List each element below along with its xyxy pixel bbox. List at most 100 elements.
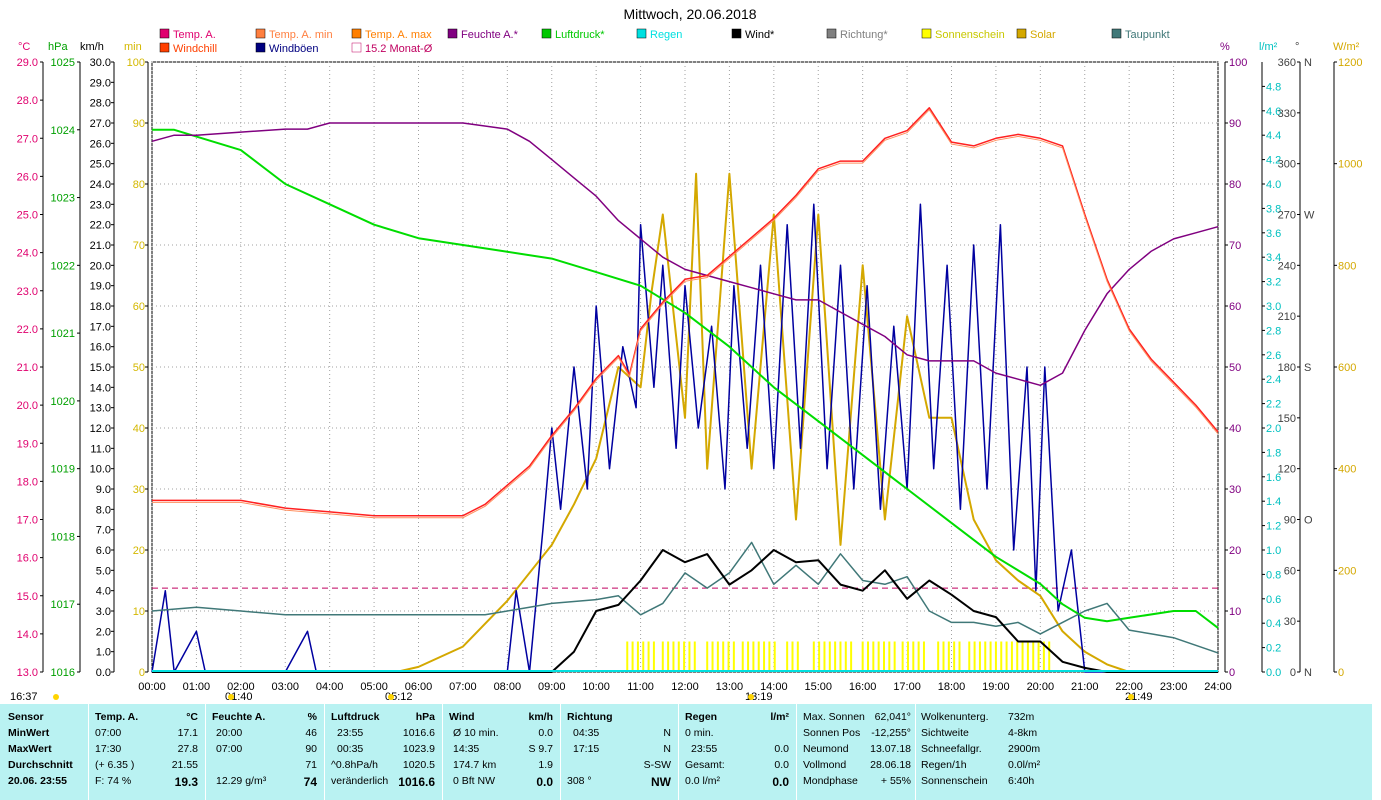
y-tick-label: 18.0 (17, 476, 38, 488)
stats-sun-value: + 55% (880, 775, 911, 787)
y-tick-label: 2.6 (1266, 350, 1281, 362)
legend-swatch (255, 42, 266, 53)
y-tick-label: 4.0 (96, 586, 111, 598)
y-tick-label: 1.0 (96, 647, 111, 659)
series-line-temp-min (152, 109, 1219, 519)
stats-sun-label: Vollmond (803, 759, 847, 771)
legend-label: Wind* (745, 29, 775, 41)
y-tick-label: 10.0 (90, 464, 111, 476)
stats-humidity-header: Feuchte A. (212, 711, 266, 723)
direction-compass-label: S (1304, 362, 1311, 374)
y-tick-label: 40 (1229, 423, 1241, 435)
y-tick-label: 10 (133, 606, 145, 618)
y-tick-label: 6.0 (96, 545, 111, 557)
y-tick-label: 270 (1278, 210, 1296, 222)
stats-misc-col: Wolkenunterg. 732m Sichtweite 4-8km Schn… (916, 704, 1040, 800)
y-tick-label: 14.0 (17, 629, 38, 641)
statistics-panel: Sensor MinWert MaxWert Durchschnitt 20.0… (0, 704, 1372, 800)
legend-label: Solar (1030, 29, 1056, 41)
y-tick-label: 3.8 (1266, 203, 1281, 215)
y-tick-label: 26.0 (17, 171, 38, 183)
stats-direction-current: NW (651, 775, 671, 789)
y-tick-label: 4.6 (1266, 106, 1281, 118)
stats-sun-col: Max. Sonnen 62,041° Sonnen Pos -12,255° … (797, 704, 915, 800)
stats-wind-header: Wind (449, 711, 475, 723)
stats-pressure-value: 1020.5 (402, 759, 435, 771)
stats-rain-value: 0.0 (774, 743, 789, 755)
y-tick-label: 1025 (51, 57, 75, 69)
legend-swatch (826, 28, 837, 39)
y-tick-label: 0.0 (96, 667, 111, 679)
y-tick-label: 1021 (51, 328, 75, 340)
plot-area (151, 107, 1219, 673)
stats-misc-label: Sonnenschein (921, 775, 988, 787)
y-tick-label: 0 (1290, 667, 1296, 679)
stats-misc-value: 732m (1008, 711, 1035, 723)
x-tick-label: 04:00 (316, 681, 344, 693)
stats-wind-col: Wind km/h Ø 10 min. 0.0 14:35 S 9.7 174.… (443, 704, 559, 800)
legend-label: Feuchte A.* (461, 29, 519, 41)
y-tick-label: 180 (1278, 362, 1296, 374)
x-tick-label: 01:00 (183, 681, 211, 693)
x-tick-label: 03:00 (271, 681, 299, 693)
series-line-feuchte-a- (151, 122, 1219, 387)
direction-compass-label: N (1304, 57, 1312, 69)
legend-swatch (351, 28, 362, 39)
legend-swatch (159, 28, 170, 39)
stats-temp-time: 07:00 (95, 727, 122, 739)
sun-marker-label: 16:37 (10, 691, 38, 703)
stats-wind-unit: km/h (528, 711, 553, 723)
sun-marker-label: 05:12 (385, 691, 413, 703)
y-tick-label: 90 (1229, 118, 1241, 130)
y-tick-label: 5.0 (96, 565, 111, 577)
stats-sun-label: Mondphase (803, 775, 858, 787)
sun-marker-icon (748, 694, 754, 700)
stats-pressure-forecast: veränderlich (331, 775, 389, 787)
y-tick-label: 17.0 (17, 515, 38, 527)
stats-misc-value: 2900m (1008, 743, 1041, 755)
stats-misc-value: 0.0l/m² (1008, 759, 1041, 771)
x-tick-label: 02:00 (227, 681, 255, 693)
legend-swatch (921, 28, 932, 39)
stats-misc-value: 6:40h (1008, 775, 1035, 787)
y-tick-label: 22.0 (17, 324, 38, 336)
stats-misc-value: 4-8km (1008, 727, 1038, 739)
series-line-luftdruck- (152, 128, 1219, 629)
stats-pressure-value: 1016.6 (402, 727, 435, 739)
stats-pressure-trend: ^0.8hPa/h (331, 759, 378, 771)
axis-unit-label: ° (1295, 41, 1299, 53)
y-tick-label: 0 (1338, 667, 1344, 679)
legend-swatch (636, 28, 647, 39)
y-tick-label: 4.0 (1266, 179, 1281, 191)
stats-temp-value: 17.1 (177, 727, 198, 739)
stats-sun-value: 62,041° (874, 711, 911, 723)
x-tick-label: 08:00 (494, 681, 522, 693)
stats-rain-value: 0.0 (774, 759, 789, 771)
legend-label: Windböen (269, 43, 319, 55)
y-tick-label: 1018 (51, 531, 75, 543)
y-tick-label: 30 (1229, 484, 1241, 496)
x-tick-label: 21:00 (1071, 681, 1099, 693)
legend-label: 15.2 Monat-Ø (365, 43, 433, 55)
y-tick-label: 300 (1278, 159, 1296, 171)
y-tick-label: 7.0 (96, 525, 111, 537)
y-tick-label: 13.0 (17, 667, 38, 679)
stats-sun-label: Sonnen Pos (803, 727, 861, 739)
x-tick-label: 12:00 (671, 681, 699, 693)
x-tick-label: 09:00 (538, 681, 566, 693)
stats-misc-label: Schneefallgr. (921, 743, 982, 755)
stats-temp-col: Temp. A. °C 07:00 17.1 17:30 27.8 (+ 6.3… (89, 704, 204, 800)
stats-direction-col: Richtung 04:35 N 17:15 N S-SW 308 ° NW (561, 704, 677, 800)
stats-sun-value: -12,255° (871, 727, 911, 739)
x-tick-label: 20:00 (1027, 681, 1055, 693)
legend-label: Temp. A. (173, 29, 216, 41)
x-tick-label: 14:00 (760, 681, 788, 693)
stats-temp-time: (+ 6.35 ) (95, 759, 135, 771)
y-tick-label: 1.4 (1266, 496, 1281, 508)
y-tick-label: 2.0 (96, 626, 111, 638)
stats-direction-time: 04:35 (573, 727, 600, 739)
y-tick-label: 30 (133, 484, 145, 496)
y-tick-label: 600 (1338, 362, 1356, 374)
y-tick-label: 3.6 (1266, 228, 1281, 240)
direction-compass-label: W (1304, 210, 1315, 222)
